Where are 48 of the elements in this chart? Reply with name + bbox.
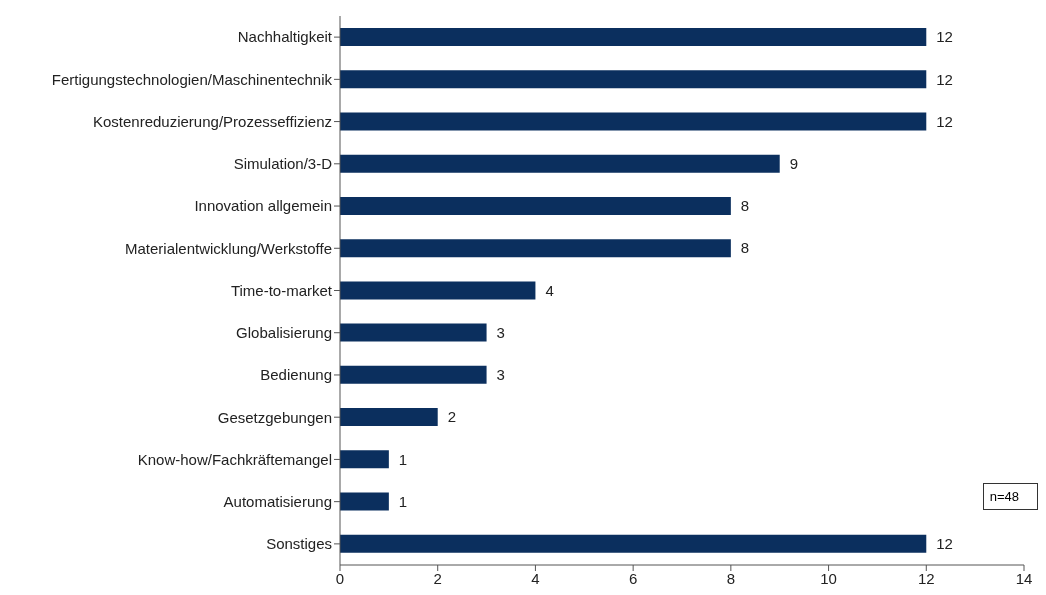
bar — [340, 281, 536, 300]
bar — [340, 70, 927, 89]
x-tick-label: 10 — [820, 569, 837, 587]
data-label: 8 — [740, 239, 750, 257]
x-tick-label: 12 — [917, 569, 935, 587]
y-tick-label: Sonstiges — [266, 535, 332, 553]
x-tick-label: 6 — [628, 569, 638, 587]
y-tick-label: Materialentwicklung/Werkstoffe — [124, 239, 332, 257]
bar — [340, 534, 927, 553]
data-label: 1 — [398, 492, 408, 510]
bar — [340, 154, 780, 173]
bar — [340, 365, 487, 384]
data-label: 12 — [936, 112, 953, 130]
data-label: 8 — [740, 197, 750, 215]
y-tick-label: Know-how/Fachkräftemangel — [137, 450, 332, 468]
bar — [340, 492, 389, 511]
bar — [340, 408, 438, 427]
x-tick-label: 2 — [433, 569, 442, 587]
y-tick-label: Kostenreduzierung/Prozesseffizienz — [92, 112, 332, 130]
bar — [340, 112, 927, 131]
data-label: 3 — [496, 323, 505, 341]
x-tick-label: 4 — [531, 569, 540, 587]
y-tick-label: Automatisierung — [223, 492, 332, 510]
y-tick-label: Bedienung — [260, 366, 332, 384]
data-label: 12 — [936, 28, 953, 46]
data-label: 12 — [936, 535, 953, 553]
y-tick-label: Globalisierung — [236, 324, 332, 342]
y-tick-label: Time-to-market — [230, 281, 333, 299]
data-label: 3 — [496, 366, 505, 384]
x-tick-label: 8 — [726, 569, 736, 587]
y-tick-label: Fertigungstechnologien/Maschinentechnik — [51, 70, 333, 88]
data-label: 4 — [545, 281, 554, 299]
bar — [340, 450, 389, 469]
data-label: 12 — [936, 70, 953, 88]
bar — [340, 196, 731, 215]
bar — [340, 239, 731, 258]
data-label: 1 — [398, 450, 408, 468]
y-tick-label: Nachhaltigkeit — [237, 28, 333, 46]
y-tick-label: Gesetzgebungen — [217, 408, 332, 426]
y-tick-label: Innovation allgemein — [194, 197, 332, 215]
y-tick-label: Simulation/3-D — [233, 155, 333, 173]
x-tick-label: 14 — [1015, 569, 1033, 587]
bar — [340, 28, 927, 46]
bar — [340, 323, 487, 342]
annotation: n=48 — [982, 483, 1038, 510]
x-tick-label: 0 — [335, 569, 345, 587]
data-label: 2 — [447, 408, 457, 426]
data-label: 9 — [789, 155, 799, 173]
